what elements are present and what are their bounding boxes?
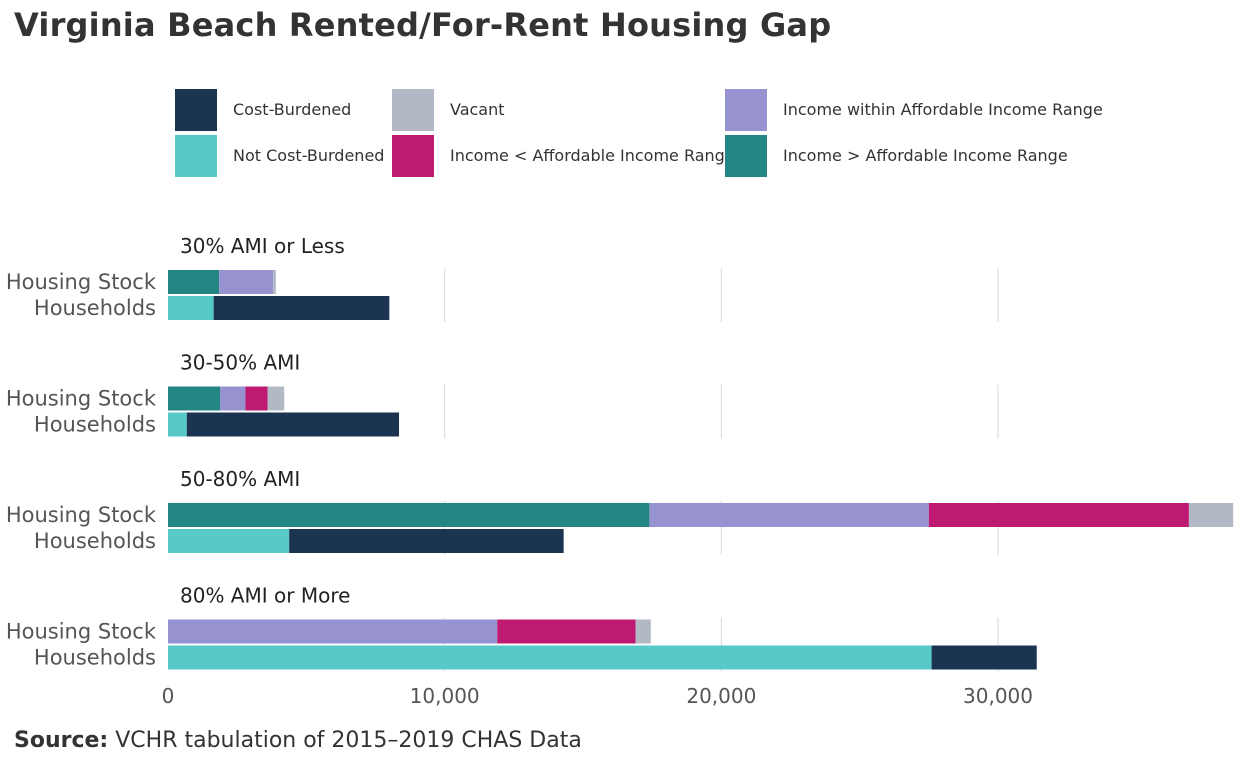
- bar-segment: [928, 503, 1189, 527]
- bar-segment: [168, 503, 650, 527]
- bar-segment: [168, 270, 220, 294]
- bar-segment: [497, 619, 636, 644]
- bar-segment: [267, 386, 285, 411]
- source-label: Source:: [14, 728, 109, 753]
- legend-label: Vacant: [450, 100, 505, 119]
- row-label: Households: [34, 296, 156, 320]
- bar-segment: [219, 270, 274, 294]
- bar-segment: [273, 270, 276, 294]
- legend-label: Not Cost-Burdened: [233, 146, 385, 165]
- bar-segment: [213, 296, 390, 320]
- bar-segment: [168, 619, 498, 644]
- legend-swatch: [175, 89, 217, 131]
- x-tick-label: 30,000: [963, 684, 1033, 708]
- bar-segment: [289, 529, 564, 553]
- bar-segment: [931, 645, 1037, 670]
- group-label: 30-50% AMI: [180, 351, 300, 375]
- group-label: 30% AMI or Less: [180, 234, 345, 258]
- x-tick-label: 20,000: [686, 684, 756, 708]
- legend-swatch: [392, 135, 434, 177]
- bar-segment: [649, 503, 929, 527]
- bar-segment: [1188, 503, 1234, 527]
- x-tick-label: 0: [162, 684, 175, 708]
- legend-label: Income > Affordable Income Range: [783, 146, 1068, 165]
- bar-segment: [168, 412, 187, 437]
- row-label: Households: [34, 413, 156, 437]
- legend-label: Income within Affordable Income Range: [783, 100, 1103, 119]
- source-text: VCHR tabulation of 2015–2019 CHAS Data: [115, 728, 582, 753]
- row-label: Households: [34, 529, 156, 553]
- legend-swatch: [725, 89, 767, 131]
- bar-segment: [245, 386, 268, 411]
- row-label: Housing Stock: [6, 503, 157, 527]
- bar-segment: [220, 386, 246, 411]
- group-label: 50-80% AMI: [180, 467, 300, 491]
- bar-segment: [168, 645, 932, 670]
- chart-title: Virginia Beach Rented/For-Rent Housing G…: [14, 6, 832, 44]
- bar-segment: [186, 412, 400, 437]
- group-label: 80% AMI or More: [180, 584, 350, 608]
- legend-label: Cost-Burdened: [233, 100, 352, 119]
- legend-label: Income < Affordable Income Range: [450, 146, 735, 165]
- legend-swatch: [175, 135, 217, 177]
- row-label: Housing Stock: [6, 620, 157, 644]
- bar-segment: [168, 296, 214, 320]
- bar-segment: [168, 529, 290, 553]
- legend-swatch: [725, 135, 767, 177]
- row-label: Households: [34, 646, 156, 670]
- legend-swatch: [392, 89, 434, 131]
- row-label: Housing Stock: [6, 387, 157, 411]
- bar-segment: [168, 386, 221, 411]
- bar-segment: [635, 619, 651, 644]
- source-note: Source: VCHR tabulation of 2015–2019 CHA…: [14, 728, 582, 753]
- row-label: Housing Stock: [6, 270, 157, 294]
- x-tick-label: 10,000: [410, 684, 480, 708]
